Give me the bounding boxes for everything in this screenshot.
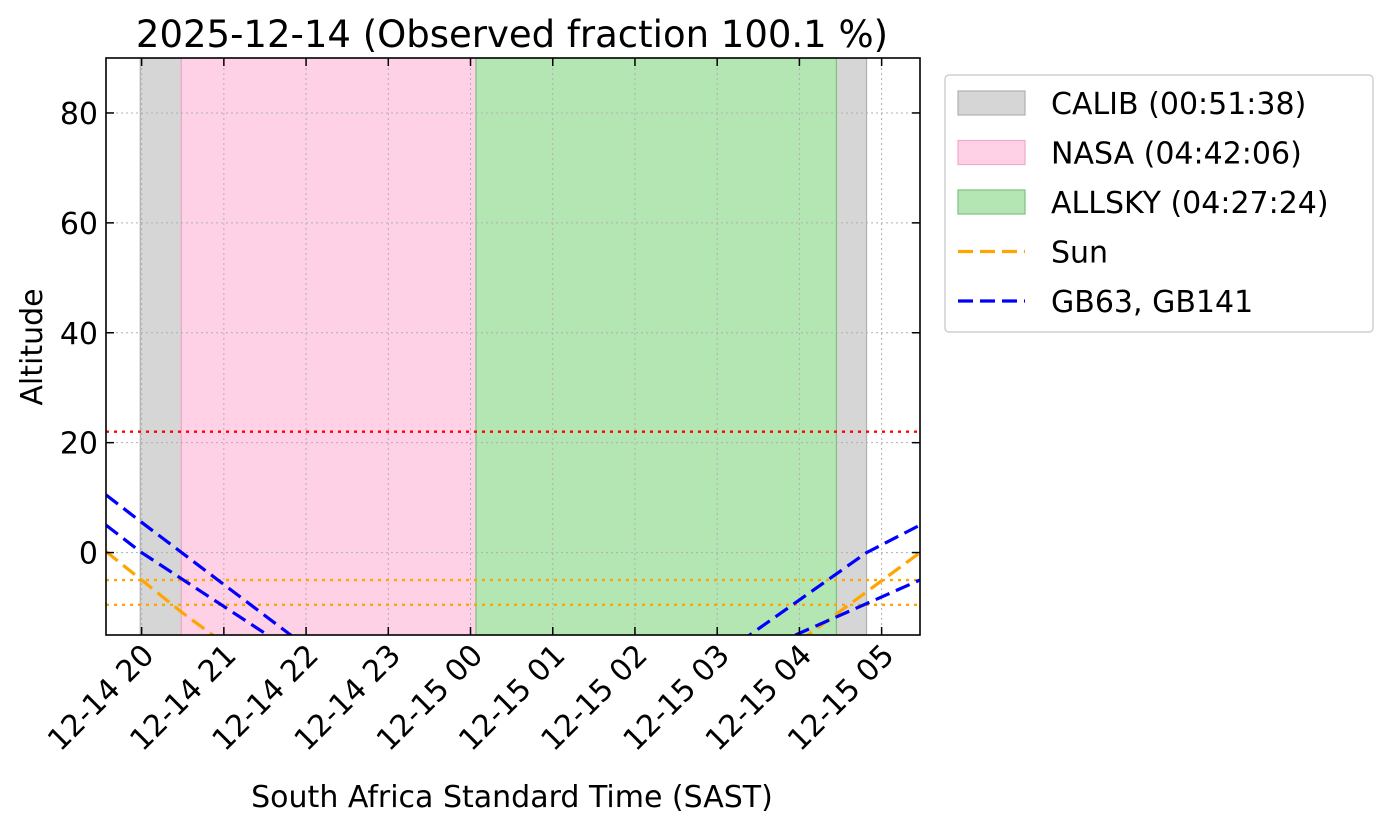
calib-span-2 [835,58,868,635]
plot-frame [105,57,921,636]
y-tick-label: 20 [60,427,98,462]
legend-label-gb63: GB63, GB141 [1051,285,1253,320]
spans-layer [139,58,868,635]
y-tick-label: 60 [60,207,98,242]
legend-frame [944,74,1374,333]
allsky-span-1 [475,58,838,635]
chart-title: 2025-12-14 (Observed fraction 100.1 %) [136,13,888,56]
gb63-gb141-altitude-line [106,493,920,635]
y-tick-label: 80 [60,97,98,132]
calib-span-1 [139,58,182,635]
legend-label-allsky: ALLSKY (04:27:24) [1051,186,1329,221]
series-layer [106,493,920,635]
legend-swatch-calib [957,90,1026,116]
legend-swatch-nasa [957,139,1026,166]
plot-area [106,58,920,635]
x-axis-label: South Africa Standard Time (SAST) [251,780,773,815]
legend-label-sun: Sun [1051,236,1108,271]
legend-label-nasa: NASA (04:42:06) [1051,137,1302,172]
legend: CALIB (00:51:38) NASA (04:42:06) ALLSKY (0… [944,74,1374,333]
y-tick-label: 40 [60,317,98,352]
legend-swatch-allsky [957,189,1026,215]
y-axis-label: Altitude [15,288,50,405]
y-axis: 0 20 40 60 80 [60,97,920,572]
sun-altitude-line [106,550,920,635]
y-tick-label: 0 [79,537,98,572]
grid-layer [106,58,920,635]
legend-label-calib: CALIB (00:51:38) [1051,87,1306,122]
gb-secondary-altitude-line [106,523,920,635]
nasa-span-1 [180,58,477,635]
